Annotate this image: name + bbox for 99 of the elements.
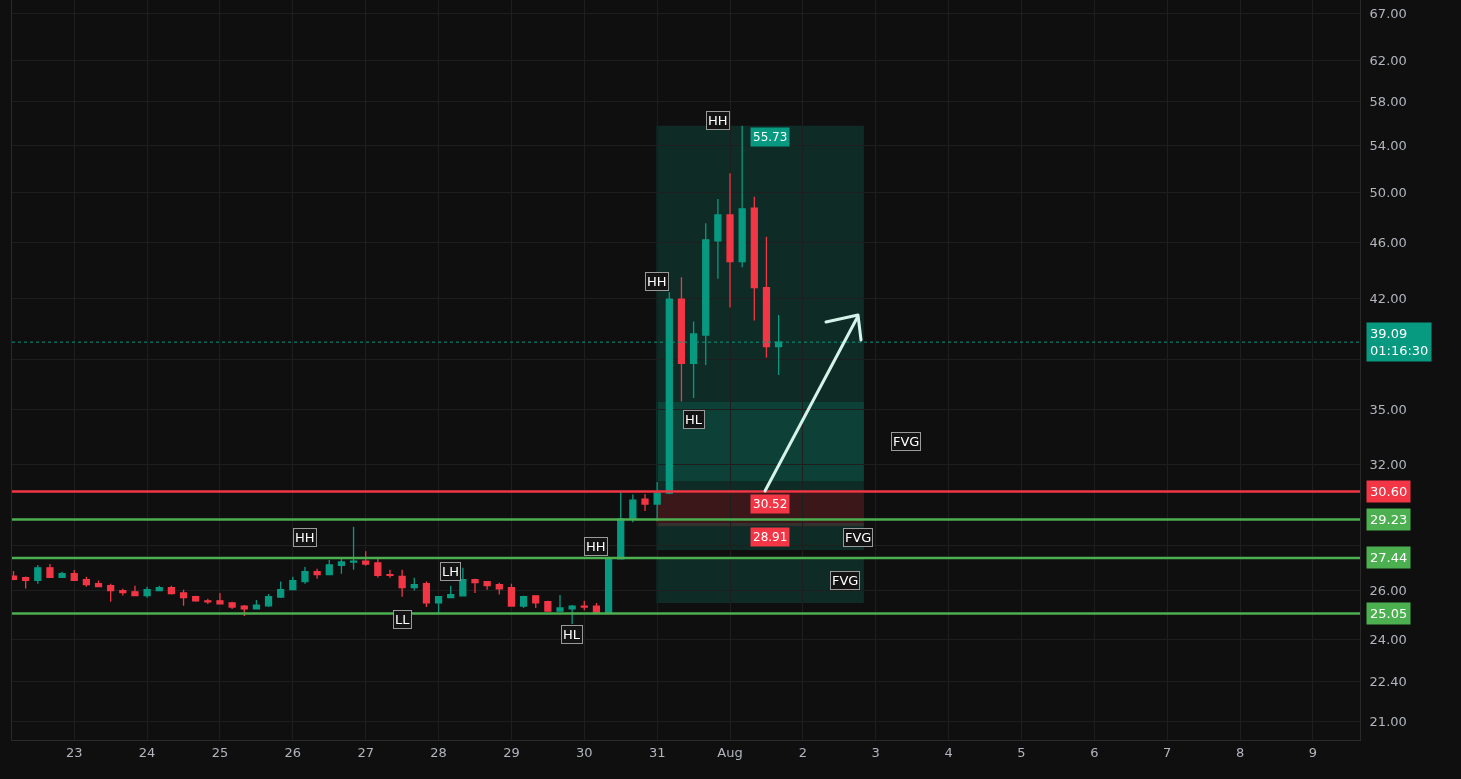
candlestick xyxy=(568,604,576,625)
candlestick xyxy=(483,580,491,591)
y-tick-label: 67.00 xyxy=(1369,6,1407,22)
candlestick xyxy=(12,570,18,581)
candlestick xyxy=(228,601,236,610)
candlestick xyxy=(107,582,115,603)
candlestick xyxy=(410,576,418,592)
candlestick xyxy=(714,198,722,280)
x-tick-label: 3 xyxy=(871,744,880,760)
candlestick xyxy=(580,600,588,611)
candlestick xyxy=(301,566,309,585)
x-tick-label: 9 xyxy=(1308,744,1318,760)
ref-line-label: 27.44 xyxy=(1370,550,1408,565)
ref-line-label: 25.05 xyxy=(1370,606,1408,621)
candlestick xyxy=(179,589,188,607)
x-tick-label: 5 xyxy=(1017,744,1026,760)
ref-line-label: 39.09 01:16:30 xyxy=(1370,326,1429,358)
candlestick xyxy=(374,557,382,579)
candlestick xyxy=(434,596,443,615)
candlestick xyxy=(34,564,42,585)
candlestick xyxy=(58,571,66,579)
annotation: FVG xyxy=(893,434,920,449)
y-tick-label: 42.00 xyxy=(1369,290,1407,306)
candlestick xyxy=(337,558,346,575)
y-tick-label: 35.00 xyxy=(1369,402,1407,418)
candlestick xyxy=(447,585,455,599)
y-tick-label: 54.00 xyxy=(1369,137,1407,153)
x-tick-label: 30 xyxy=(576,744,593,760)
annotation: LL xyxy=(395,612,411,627)
x-tick-label: 7 xyxy=(1163,744,1172,760)
candlestick xyxy=(532,595,540,609)
candlestick xyxy=(398,569,406,598)
x-tick-label: Aug xyxy=(717,744,743,760)
candlestick xyxy=(22,576,30,590)
candlestick xyxy=(519,595,528,609)
x-tick-label: 6 xyxy=(1090,744,1099,760)
y-tick-label: 22.40 xyxy=(1369,674,1407,690)
candlestick xyxy=(240,605,248,617)
candlestick xyxy=(82,576,91,588)
candlestick xyxy=(459,567,467,597)
ref-line-label: 29.23 xyxy=(1370,512,1408,527)
candlestick xyxy=(143,586,151,599)
y-tick-label: 21.00 xyxy=(1369,713,1407,729)
candlestick xyxy=(471,579,479,594)
x-tick-label: 29 xyxy=(503,744,520,760)
x-tick-label: 27 xyxy=(357,744,374,760)
candlestick xyxy=(131,585,139,597)
candlestick xyxy=(264,593,273,608)
x-tick-label: 26 xyxy=(284,744,302,760)
x-tick-label: 25 xyxy=(211,744,229,760)
x-tick-label: 4 xyxy=(944,744,953,760)
x-tick-label: 31 xyxy=(648,744,666,760)
y-tick-label: 50.00 xyxy=(1369,184,1407,200)
x-tick-label: 2 xyxy=(798,744,808,760)
band-label: 30.52 xyxy=(753,497,788,511)
candlestick xyxy=(386,569,394,579)
candlestick xyxy=(216,592,224,605)
candlestick xyxy=(507,582,516,607)
annotation: HH xyxy=(295,530,315,545)
x-tick-label: 24 xyxy=(138,744,156,760)
annotation: LH xyxy=(442,564,460,579)
x-tick-label: 23 xyxy=(65,744,83,760)
x-tick-label: 28 xyxy=(430,744,447,760)
candlestick xyxy=(362,550,370,567)
candlestick xyxy=(604,556,613,615)
y-tick-label: 46.00 xyxy=(1369,235,1407,251)
ref-line-label: 30.60 xyxy=(1370,484,1408,499)
y-tick-label: 62.00 xyxy=(1369,53,1407,69)
annotation: FVG xyxy=(832,573,859,588)
candlestick xyxy=(677,276,686,403)
candlestick xyxy=(70,569,78,582)
candlestick xyxy=(556,594,564,612)
annotation: HH xyxy=(647,274,667,289)
candlestick xyxy=(349,526,358,571)
candlestick xyxy=(313,568,321,580)
candlestick xyxy=(277,580,285,599)
candlestick xyxy=(422,580,431,608)
annotation: HL xyxy=(563,627,581,642)
candlestick xyxy=(738,125,746,268)
annotation: HH xyxy=(708,113,728,128)
candlestick xyxy=(289,576,297,591)
candlestick xyxy=(762,236,771,359)
candlestick xyxy=(325,559,333,576)
candlestick xyxy=(252,599,261,610)
candlestick xyxy=(629,493,637,524)
band-label: 55.73 xyxy=(753,130,788,144)
y-tick-label: 58.00 xyxy=(1369,94,1407,110)
x-tick-label: 8 xyxy=(1235,744,1245,760)
band-label: 28.91 xyxy=(753,530,788,544)
candlestick xyxy=(46,563,54,579)
candlestick xyxy=(726,172,734,309)
candlestick xyxy=(750,196,758,322)
annotation: HL xyxy=(685,412,703,427)
y-tick-label: 32.00 xyxy=(1369,456,1407,472)
annotation: FVG xyxy=(845,530,872,545)
y-tick-label: 26.00 xyxy=(1369,583,1407,599)
y-tick-label: 24.00 xyxy=(1369,632,1407,648)
annotation: HH xyxy=(586,539,606,554)
candlestick xyxy=(544,600,552,612)
